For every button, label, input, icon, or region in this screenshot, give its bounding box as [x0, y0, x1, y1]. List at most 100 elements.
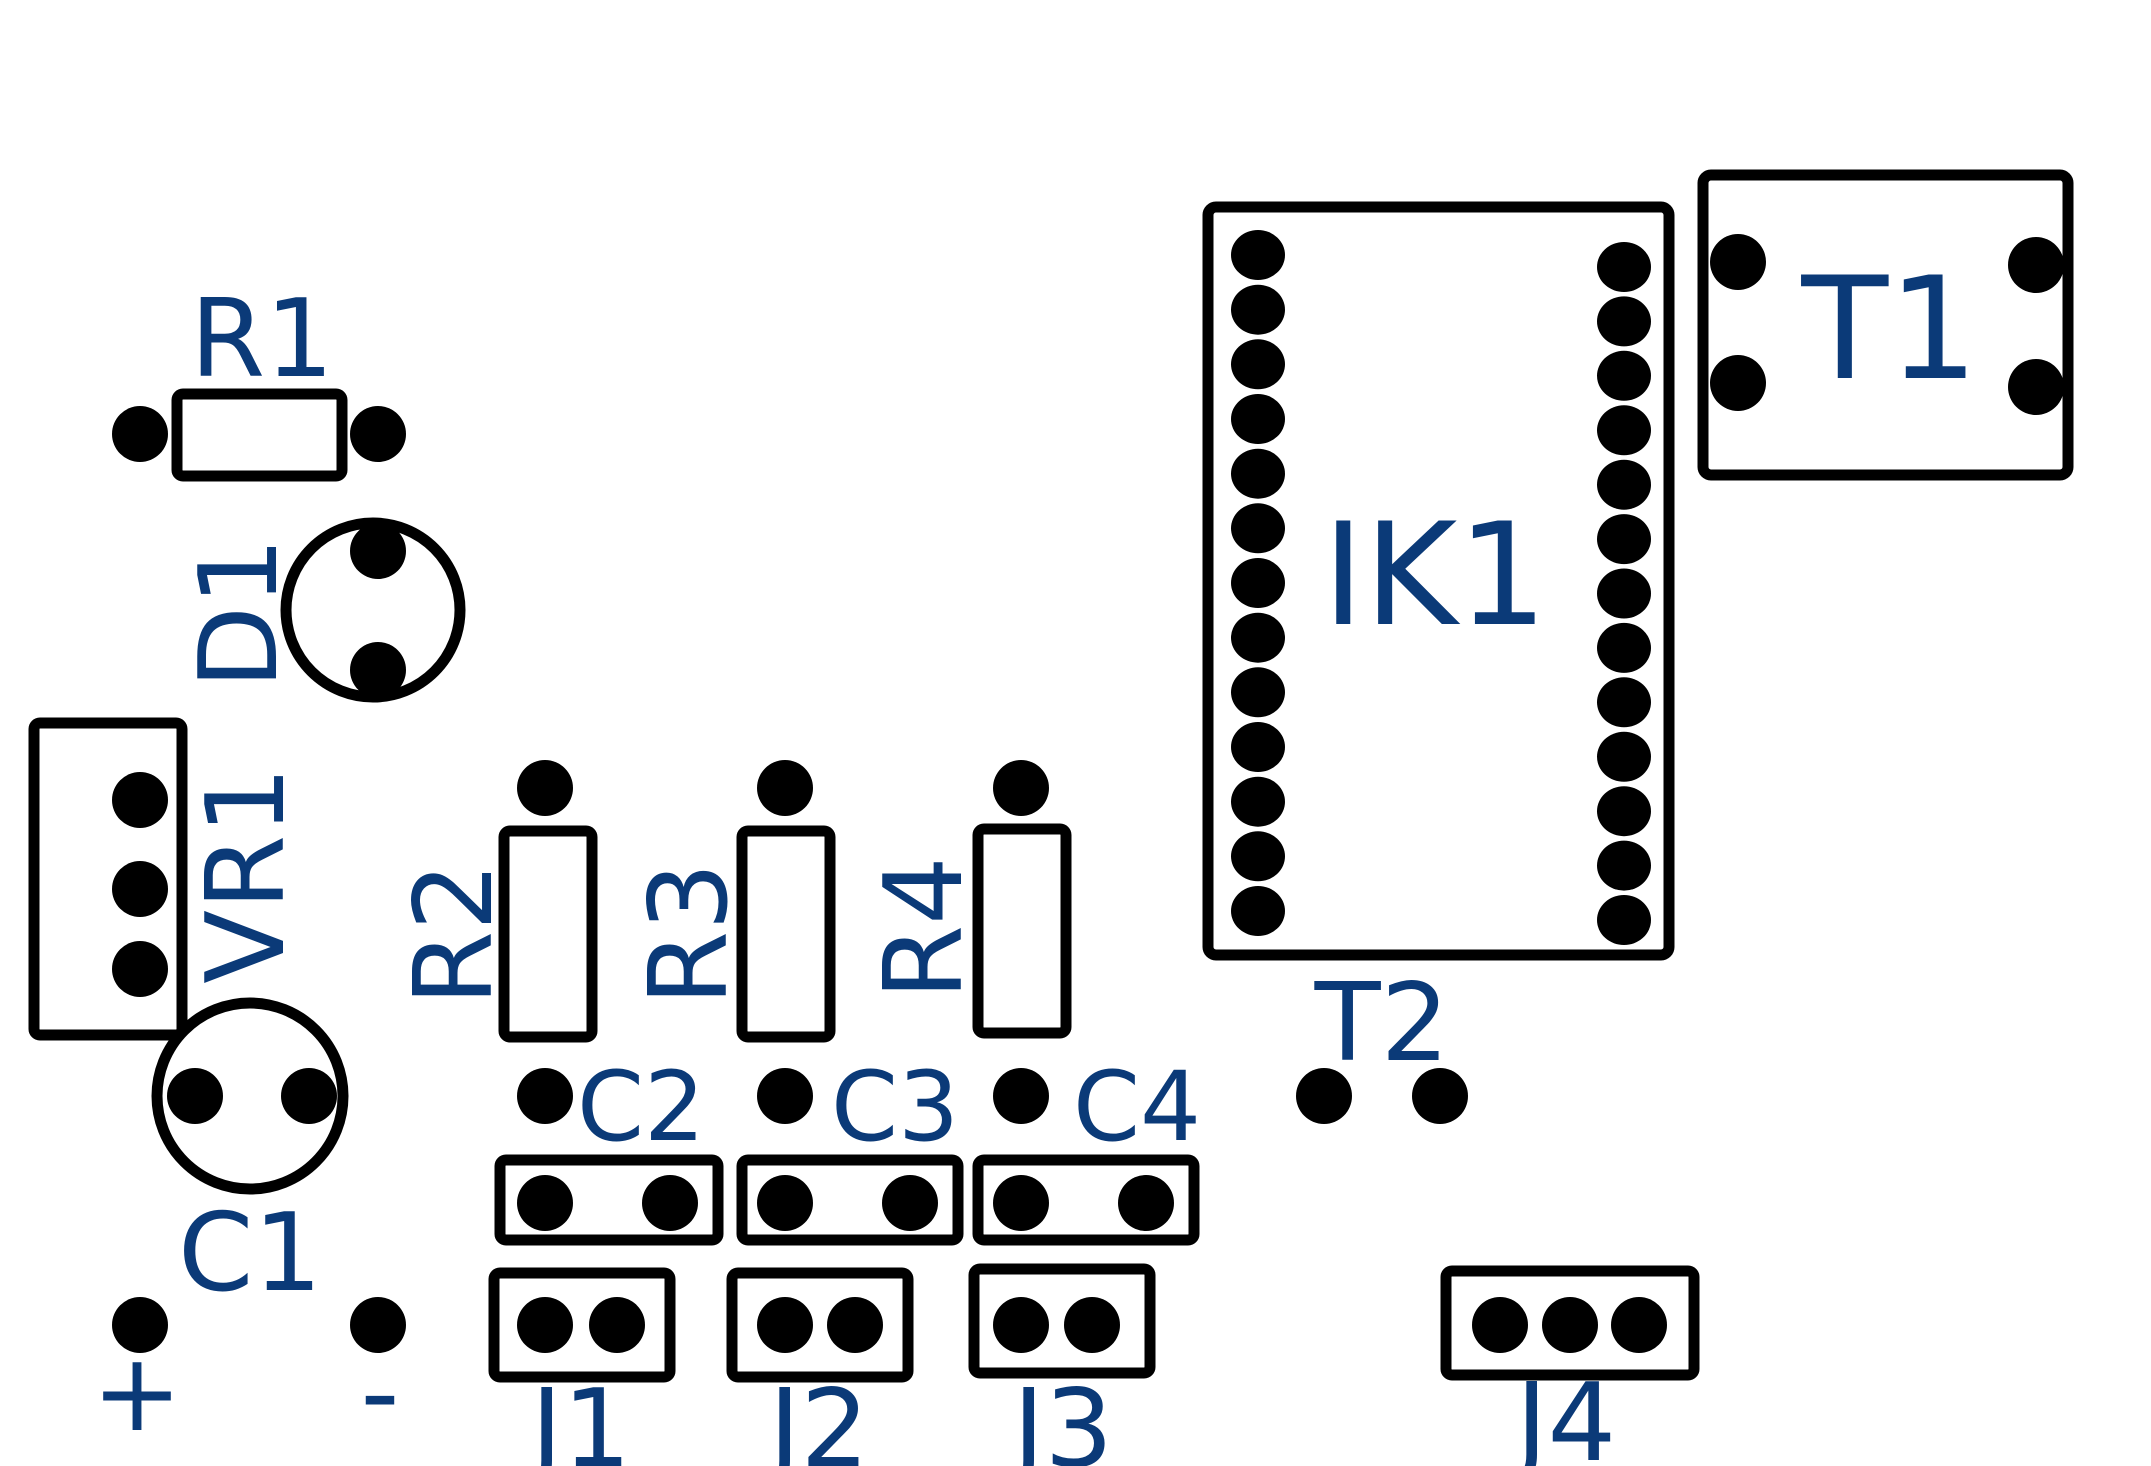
ik1-left-pad-3 — [1231, 339, 1285, 390]
component-c4 — [972, 1154, 1200, 1246]
j1-label: J1 — [525, 1367, 632, 1466]
component-j3: J3 — [968, 1263, 1156, 1466]
r4-body — [972, 823, 1072, 1039]
ik1-left-pad-5 — [1231, 448, 1285, 499]
r3-pad-1 — [757, 760, 813, 816]
vr1-pad-2 — [112, 861, 168, 917]
j3-pad-1 — [993, 1297, 1049, 1353]
ik1-left-pad-12 — [1231, 831, 1285, 882]
component-r3: R3 — [627, 760, 836, 1124]
c1-body — [151, 997, 349, 1195]
component-r1: R1 — [112, 277, 406, 482]
r1-pad-2 — [350, 406, 406, 462]
r2-body — [498, 825, 598, 1043]
j3-body — [968, 1263, 1156, 1379]
t1-pad-3 — [2008, 237, 2064, 293]
ik1-left-pad-9 — [1231, 667, 1285, 718]
r3-pad-2 — [757, 1068, 813, 1124]
c2-label: C2 — [577, 1051, 705, 1163]
c4-label: C4 — [1073, 1051, 1201, 1163]
t2-label: T2 — [1314, 961, 1450, 1086]
ik1-left-pad-8 — [1231, 612, 1285, 663]
r4-pad-2 — [993, 1068, 1049, 1124]
component-c3 — [736, 1154, 964, 1246]
j1-body — [488, 1267, 676, 1383]
ik1-right-pad-5 — [1597, 459, 1651, 510]
d1-pad-1 — [350, 523, 406, 579]
ik1-left-pad-7 — [1231, 558, 1285, 608]
power-pad-minus — [350, 1297, 406, 1353]
ik1-right-pad-11 — [1597, 786, 1651, 837]
vr1-pad-3 — [112, 941, 168, 997]
power-pad-plus — [112, 1297, 168, 1353]
c3-body — [736, 1154, 964, 1246]
component-j1: J1 — [488, 1267, 676, 1466]
r3-label: R3 — [627, 862, 752, 1006]
j1-pad-2 — [589, 1297, 645, 1353]
j2-label: J2 — [763, 1367, 870, 1466]
ik1-right-pad-7 — [1597, 568, 1651, 619]
d1-pad-2 — [350, 642, 406, 698]
ik1-label: IK1 — [1322, 493, 1547, 658]
c1-label: C1 — [178, 1191, 322, 1316]
vr1-label: VR1 — [184, 766, 309, 984]
ik1-right-pad-6 — [1597, 514, 1651, 565]
j4-pad-3 — [1611, 1297, 1667, 1353]
r1-body — [171, 388, 348, 482]
component-r2: R2 — [392, 760, 598, 1124]
ik1-right-pad-10 — [1597, 731, 1651, 782]
c3-pad-2 — [882, 1175, 938, 1231]
c3-label: C3 — [831, 1051, 959, 1163]
ik1-right-pad-12 — [1597, 840, 1651, 891]
j4-pad-2 — [1542, 1297, 1598, 1353]
ik1-right-pad-4 — [1597, 405, 1651, 456]
t1-body — [1697, 169, 2074, 481]
c2-body — [494, 1154, 724, 1246]
ik1-right-pad-13 — [1597, 895, 1651, 945]
t1-pad-2 — [1710, 355, 1766, 411]
ik1-left-pad-13 — [1231, 886, 1285, 936]
component-t2: T2 — [1296, 961, 1468, 1124]
ik1-right-pad-3 — [1597, 350, 1651, 401]
c4-pad-1 — [993, 1175, 1049, 1231]
r4-pad-1 — [993, 760, 1049, 816]
t2-pad-2 — [1412, 1068, 1468, 1124]
c4-body — [972, 1154, 1200, 1246]
component-j2: J2 — [726, 1267, 914, 1466]
j2-body — [726, 1267, 914, 1383]
t2-pad-1 — [1296, 1068, 1352, 1124]
c2-pad-1 — [517, 1175, 573, 1231]
ik1-right-pin-row — [1597, 242, 1651, 945]
power-minus-label: - — [361, 1331, 400, 1456]
r2-pad-1 — [517, 760, 573, 816]
j4-body — [1440, 1265, 1700, 1381]
ik1-right-pad-9 — [1597, 677, 1651, 728]
c4-pad-2 — [1118, 1175, 1174, 1231]
ik1-left-pad-10 — [1231, 722, 1285, 772]
vr1-pad-1 — [112, 772, 168, 828]
component-r4: R4 — [862, 760, 1072, 1124]
j1-pad-1 — [517, 1297, 573, 1353]
component-j4: J4 — [1440, 1265, 1700, 1466]
r4-label: R4 — [862, 856, 987, 1000]
j3-pad-2 — [1064, 1297, 1120, 1353]
vr1-body — [28, 717, 188, 1041]
ik1-left-pad-2 — [1231, 284, 1285, 335]
ik1-right-pad-8 — [1597, 622, 1651, 673]
t1-label: T1 — [1800, 247, 1978, 412]
component-ik1: IK1 — [1202, 201, 1675, 961]
d1-label: D1 — [177, 537, 302, 689]
j4-label: J4 — [1510, 1361, 1617, 1466]
ik1-left-pad-4 — [1231, 394, 1285, 444]
j4-pad-1 — [1472, 1297, 1528, 1353]
ik1-body — [1202, 201, 1675, 961]
j3-label: J3 — [1007, 1367, 1114, 1466]
c2-pad-2 — [642, 1175, 698, 1231]
c3-pad-1 — [757, 1175, 813, 1231]
c1-pad-1 — [167, 1068, 223, 1124]
ik1-left-pad-6 — [1231, 503, 1285, 554]
r2-pad-2 — [517, 1068, 573, 1124]
ik1-right-pad-1 — [1597, 242, 1651, 292]
t1-pad-1 — [1710, 234, 1766, 290]
